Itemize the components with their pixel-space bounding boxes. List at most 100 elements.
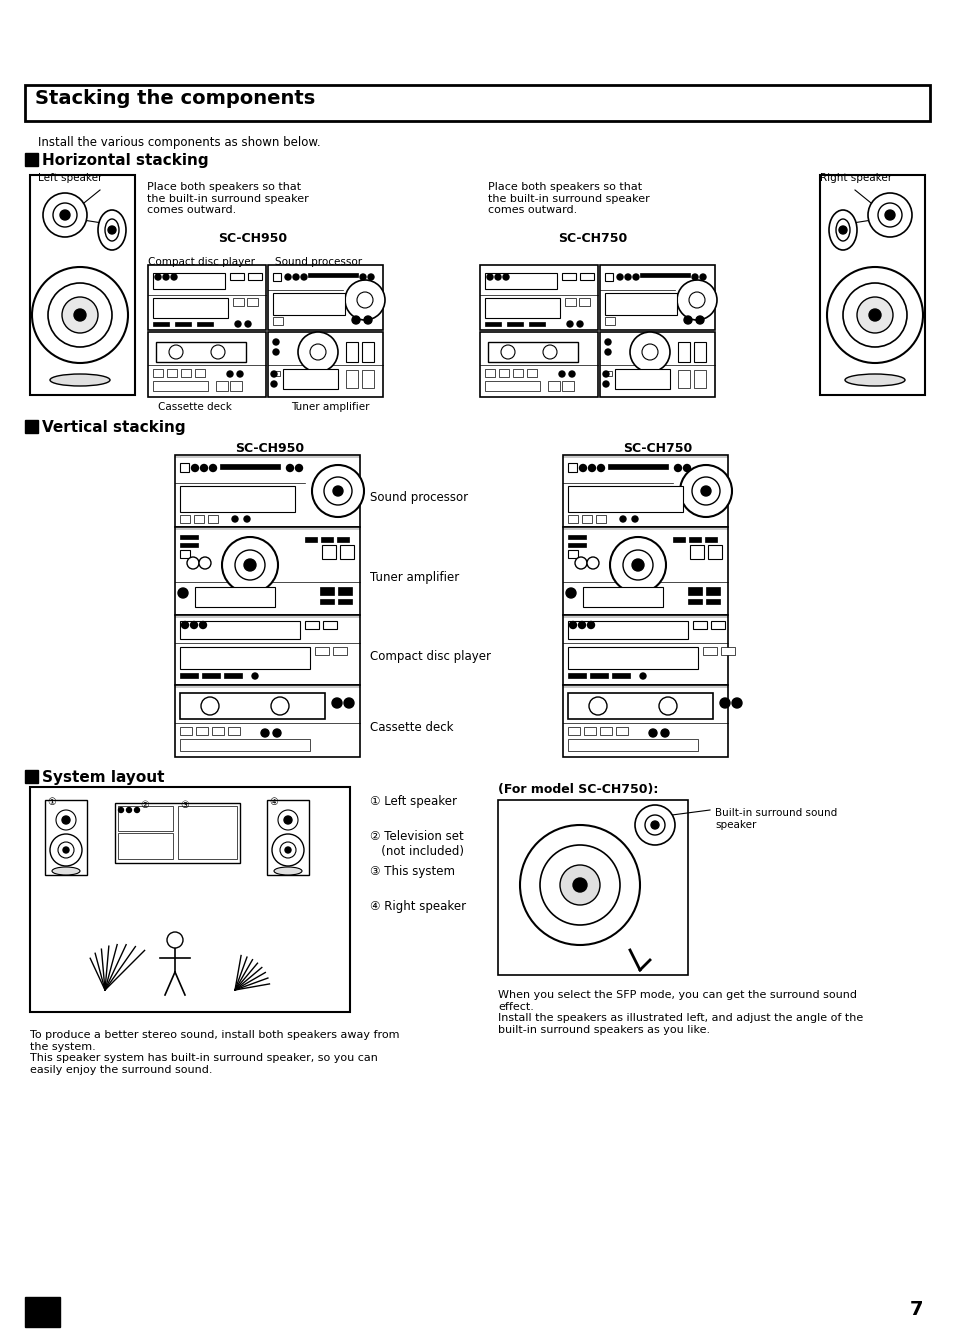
Circle shape xyxy=(604,339,610,345)
Bar xyxy=(148,332,266,397)
Circle shape xyxy=(659,697,677,714)
Circle shape xyxy=(731,698,741,708)
Circle shape xyxy=(273,349,278,355)
Bar xyxy=(484,381,539,391)
Text: ③: ③ xyxy=(180,800,189,810)
Circle shape xyxy=(301,275,307,280)
Bar xyxy=(562,527,727,615)
Bar xyxy=(705,587,720,595)
Circle shape xyxy=(677,280,717,320)
Bar xyxy=(180,647,310,669)
Bar xyxy=(273,317,283,325)
Bar xyxy=(639,273,689,277)
Bar xyxy=(156,343,246,363)
Circle shape xyxy=(32,267,128,363)
Bar xyxy=(567,487,682,512)
Bar xyxy=(564,299,576,307)
Circle shape xyxy=(542,345,557,359)
Bar xyxy=(705,599,720,604)
Bar xyxy=(178,806,236,858)
Bar xyxy=(497,800,687,974)
Bar xyxy=(268,332,382,397)
Circle shape xyxy=(310,344,326,360)
Circle shape xyxy=(660,729,668,737)
Circle shape xyxy=(178,588,188,599)
Circle shape xyxy=(629,332,669,372)
Circle shape xyxy=(588,697,606,714)
Circle shape xyxy=(868,309,880,321)
Bar xyxy=(596,515,605,523)
Bar xyxy=(567,535,585,539)
Bar xyxy=(579,273,594,280)
Circle shape xyxy=(200,464,208,472)
Circle shape xyxy=(691,477,720,505)
Bar xyxy=(567,621,687,639)
Bar xyxy=(180,515,190,523)
Circle shape xyxy=(587,621,594,628)
Bar xyxy=(212,726,224,734)
Bar xyxy=(180,535,198,539)
Circle shape xyxy=(364,316,372,324)
Circle shape xyxy=(602,371,608,377)
Bar xyxy=(305,537,316,543)
Bar xyxy=(174,455,359,527)
Bar xyxy=(567,551,578,559)
Bar xyxy=(710,621,724,629)
Circle shape xyxy=(286,464,294,472)
Bar xyxy=(578,299,589,307)
Circle shape xyxy=(277,810,297,830)
Circle shape xyxy=(502,275,509,280)
Circle shape xyxy=(50,834,82,866)
Circle shape xyxy=(495,275,500,280)
Text: Left speaker: Left speaker xyxy=(38,173,102,183)
Circle shape xyxy=(688,292,704,308)
Bar xyxy=(604,317,615,325)
Circle shape xyxy=(700,275,705,280)
Bar xyxy=(506,323,522,327)
Circle shape xyxy=(597,464,604,472)
Circle shape xyxy=(586,557,598,569)
Bar xyxy=(562,615,727,685)
Circle shape xyxy=(108,227,116,235)
Bar xyxy=(180,487,294,512)
Bar xyxy=(346,343,357,363)
Circle shape xyxy=(199,557,211,569)
Bar xyxy=(208,515,218,523)
Circle shape xyxy=(169,345,183,359)
Circle shape xyxy=(720,698,729,708)
Circle shape xyxy=(293,275,298,280)
Circle shape xyxy=(43,193,87,237)
Bar xyxy=(180,673,198,678)
Circle shape xyxy=(635,805,675,845)
Bar xyxy=(692,621,706,629)
Bar xyxy=(820,175,924,395)
Ellipse shape xyxy=(835,219,849,241)
Circle shape xyxy=(312,465,364,517)
Ellipse shape xyxy=(98,211,126,251)
Text: SC-CH750: SC-CH750 xyxy=(622,443,692,455)
Bar xyxy=(337,587,352,595)
Bar xyxy=(25,85,929,121)
Bar xyxy=(567,543,585,547)
Circle shape xyxy=(222,537,277,593)
Circle shape xyxy=(588,464,595,472)
Text: SC-CH950: SC-CH950 xyxy=(235,443,304,455)
Text: Place both speakers so that
the built-in surround speaker
comes outward.: Place both speakers so that the built-in… xyxy=(488,183,649,215)
Bar xyxy=(589,673,607,678)
Circle shape xyxy=(62,297,98,333)
Circle shape xyxy=(700,487,710,496)
Circle shape xyxy=(856,297,892,333)
Text: Stacking the components: Stacking the components xyxy=(35,89,314,108)
Circle shape xyxy=(356,292,373,308)
Circle shape xyxy=(210,464,216,472)
Circle shape xyxy=(578,464,586,472)
Bar xyxy=(562,455,727,527)
Bar xyxy=(194,369,205,377)
Bar xyxy=(599,332,714,397)
Bar xyxy=(339,545,354,559)
Circle shape xyxy=(271,371,276,377)
Bar xyxy=(25,420,38,433)
Bar xyxy=(267,800,309,874)
Bar xyxy=(273,340,275,343)
Bar xyxy=(247,299,257,307)
